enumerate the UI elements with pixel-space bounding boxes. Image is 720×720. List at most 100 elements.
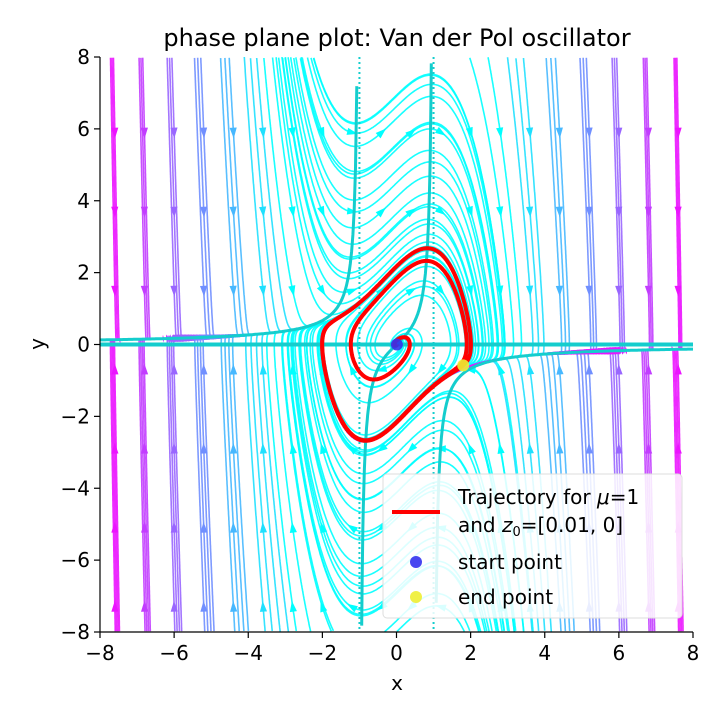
stream-arrow [288,206,296,218]
x-tick-label: 6 [613,641,626,665]
stream-arrow [259,442,268,454]
stream-arrow [111,127,119,139]
stream-arrow [320,601,328,613]
y-tick-label: −2 [61,404,90,428]
x-tick-label: −6 [159,641,188,665]
stream-arrow [346,603,358,613]
stream-arrow [316,284,326,296]
end-point [457,359,470,372]
stream-arrow [376,443,388,453]
legend-trajectory-label-line2: and z0=[0.01, 0] [458,513,623,540]
x-tick-label: −2 [308,641,337,665]
legend-trajectory-label-line1: Trajectory for μ=1 [457,485,639,509]
stream-arrow [230,521,238,533]
nullcline-branch-2 [434,347,693,603]
stream-arrow [407,363,418,375]
stream-arrow [111,206,119,218]
stream-arrow [468,443,476,455]
stream-arrow [230,442,238,454]
stream-arrow [585,285,593,297]
streamline-1 [111,290,373,632]
points-layer [390,338,470,372]
stream-arrow [465,205,473,218]
stream-arrow [585,442,594,454]
x-tick-label: 2 [464,641,477,665]
stream-arrow [229,206,237,218]
y-tick-label: 6 [77,117,90,141]
legend-box [382,473,683,619]
stream-arrow [289,600,297,613]
stream-arrow [170,285,178,297]
x-ticks: −8 −6 −4 −2 0 2 4 6 8 [85,632,699,665]
x-tick-label: 0 [390,641,403,665]
stream-arrow [526,442,534,454]
stream-arrow [259,206,267,218]
stream-arrow [645,363,653,375]
stream-arrow [555,206,563,218]
stream-arrow [349,364,358,376]
stream-arrow [555,127,563,139]
stream-arrow [527,363,535,375]
stream-arrow [434,205,446,216]
x-tick-label: 8 [687,641,700,665]
y-tick-label: −8 [61,620,90,644]
stream-arrow [346,288,358,296]
stream-arrow [230,600,238,612]
stream-arrow [585,127,593,139]
stream-arrow [556,363,564,375]
y-tick-label: 4 [77,189,90,213]
stream-arrow [200,521,208,533]
stream-arrow [289,521,297,534]
stream-arrow [229,285,237,297]
stream-arrow [674,363,682,375]
stream-arrow [230,363,238,375]
stream-arrow [375,128,387,139]
stream-arrow [347,444,359,455]
y-axis-label: y [25,338,49,350]
stream-arrow [555,285,563,297]
y-ticks: −8 −6 −4 −2 0 2 4 6 8 [61,45,100,644]
stream-arrow [407,442,418,453]
stream-arrow [556,442,564,454]
stream-arrow [585,363,594,375]
stream-arrow [199,285,208,297]
stream-arrow [200,442,208,454]
trajectory-line [320,246,473,443]
y-tick-label: 8 [77,45,90,69]
stream-arrow [525,127,534,139]
y-tick-label: −4 [61,476,90,500]
axes: −8 −6 −4 −2 0 2 4 6 8 −8 −6 −4 −2 0 2 4 6 8 [61,45,700,665]
stream-arrow [347,524,359,534]
stream-arrow [111,363,119,375]
streamline-124 [320,57,623,443]
stream-arrow [674,127,682,139]
stream-arrow [585,206,593,218]
stream-arrow [259,600,268,612]
stream-arrow [375,207,387,218]
x-tick-label: −4 [234,641,263,665]
legend-end-marker [410,591,422,603]
stream-arrow [170,363,178,375]
stream-arrow [496,206,504,218]
stream-arrow [199,127,208,139]
trajectory-layer [320,246,473,443]
stream-arrow [259,363,267,375]
stream-arrow [466,285,474,297]
stream-arrow [435,284,445,296]
stream-arrow [259,521,268,533]
stream-arrow [644,127,653,139]
x-axis-label: x [391,671,403,695]
stream-arrow [615,127,623,139]
stream-arrow [405,128,417,139]
stream-arrow [140,363,149,375]
legend-start-marker [410,556,422,568]
streamline-123 [320,57,621,443]
legend-start-label: start point [458,550,562,574]
y-tick-label: 2 [77,261,90,285]
legend: Trajectory for μ=1 and z0=[0.01, 0] star… [382,473,683,619]
x-tick-label: 4 [538,641,551,665]
stream-arrow [170,127,178,139]
stream-arrow [615,363,623,375]
stream-arrow [140,127,148,139]
